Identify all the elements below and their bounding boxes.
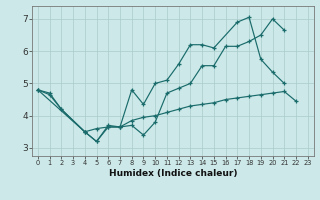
X-axis label: Humidex (Indice chaleur): Humidex (Indice chaleur) [108, 169, 237, 178]
